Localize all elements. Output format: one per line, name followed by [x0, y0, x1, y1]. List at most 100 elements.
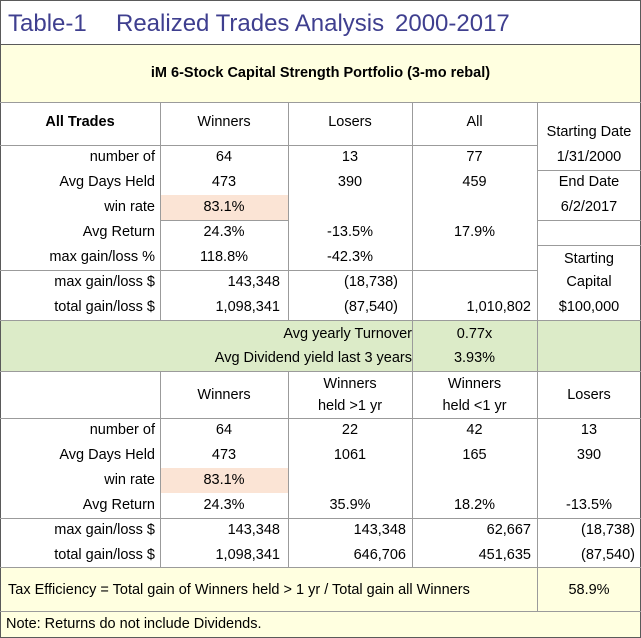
winners-value: 143,348: [227, 522, 280, 538]
winners-header: Winners: [197, 114, 251, 130]
grid-line: [160, 220, 288, 221]
all-value: [412, 245, 537, 269]
tax-efficiency-value: 58.9%: [568, 582, 610, 598]
grid-line: [288, 371, 289, 567]
win-rate-highlight-top: [160, 195, 288, 220]
end-date: 6/2/2017: [560, 199, 618, 215]
winners-value: 24.3%: [203, 497, 245, 513]
losers-value: (18,738): [580, 522, 635, 538]
winners-value: 64: [215, 149, 233, 165]
grid-line: [0, 611, 641, 612]
row-label: total gain/loss $: [54, 299, 155, 315]
gt1-value: [288, 468, 412, 492]
note-band: [0, 611, 641, 638]
grid-line: [288, 102, 289, 320]
grid-line: [0, 102, 641, 103]
winners-gt1-header: Winners: [323, 376, 377, 392]
starting-capital-label: Starting: [564, 251, 614, 267]
losers-value: (87,540): [343, 299, 398, 315]
row-label: max gain/loss %: [49, 249, 155, 265]
all-value: 77: [466, 149, 483, 165]
lt1-value: 18.2%: [453, 497, 496, 513]
portfolio-title-band: [0, 44, 641, 102]
losers-header: Losers: [328, 114, 372, 130]
row-label: Avg Return: [82, 224, 155, 240]
winners-value: 143,348: [227, 274, 280, 290]
gt1-value: 22: [341, 422, 359, 438]
row-label: max gain/loss $: [54, 274, 155, 290]
all-value: [412, 195, 537, 219]
title-bar: Table-1 Realized Trades Analysis 2000-20…: [0, 0, 641, 44]
tax-efficiency-text: Tax Efficiency = Total gain of Winners h…: [8, 582, 470, 598]
grid-line: [0, 0, 1, 638]
losers-value: (18,738): [343, 274, 398, 290]
row-label: number of: [89, 422, 155, 438]
winners-value: 118.8%: [199, 249, 249, 265]
winners-lt1-header-2: held <1 yr: [442, 398, 507, 414]
all-value: [412, 270, 531, 294]
winners-value: 83.1%: [203, 199, 245, 215]
grid-line: [0, 567, 641, 568]
lt1-value: 165: [462, 447, 487, 463]
losers-value: 390: [576, 447, 602, 463]
gt1-value: 646,706: [353, 547, 406, 563]
grid-line: [0, 270, 537, 271]
grid-line: [537, 371, 538, 567]
grid-line: [412, 371, 413, 567]
row-label: Avg Return: [82, 497, 155, 513]
end-date-label: End Date: [558, 174, 620, 190]
losers-value: [537, 468, 641, 492]
table-period: 2000-2017: [395, 10, 510, 37]
lt1-value: [412, 468, 537, 492]
winners-value: 83.1%: [203, 472, 245, 488]
dividend-yield-value: 3.93%: [453, 350, 496, 366]
gt1-value: 1061: [333, 447, 367, 463]
turnover-label: Avg yearly Turnover: [283, 326, 412, 342]
row-label: Avg Days Held: [59, 174, 155, 190]
grid-line: [537, 170, 641, 171]
losers-value: 390: [337, 174, 363, 190]
grid-line: [537, 102, 538, 371]
gt1-value: 35.9%: [329, 497, 371, 513]
winners-value: 1,098,341: [215, 299, 280, 315]
row-label: win rate: [104, 199, 155, 215]
all-value: 17.9%: [453, 224, 496, 240]
starting-date-label: Starting Date: [546, 124, 632, 140]
row-label: win rate: [104, 472, 155, 488]
row-label: number of: [89, 149, 155, 165]
losers-value: 13: [341, 149, 359, 165]
starting-capital-label-2: Capital: [566, 274, 612, 290]
losers-value: -42.3%: [327, 249, 373, 265]
grid-line: [0, 371, 641, 372]
winners-value: 24.3%: [203, 224, 245, 240]
all-value: 1,010,802: [466, 299, 531, 315]
grid-line: [0, 44, 641, 45]
starting-date: 1/31/2000: [556, 149, 622, 165]
lt1-value: 451,635: [478, 547, 531, 563]
winners-lt1-header: Winners: [447, 376, 502, 392]
note-text: Note: Returns do not include Dividends.: [6, 616, 262, 632]
losers-value: -13.5%: [566, 497, 612, 513]
all-value: 459: [462, 174, 487, 190]
all-header: All: [466, 114, 483, 130]
lt1-value: 62,667: [486, 522, 531, 538]
losers-value: -13.5%: [327, 224, 373, 240]
winners-gt1-header-2: held >1 yr: [317, 398, 383, 414]
dividend-yield-label: Avg Dividend yield last 3 years: [214, 350, 412, 366]
grid-line: [0, 320, 641, 321]
grid-line: [412, 102, 413, 320]
row-label: max gain/loss $: [54, 522, 155, 538]
losers-value: (87,540): [580, 547, 635, 563]
losers-value: 13: [580, 422, 598, 438]
grid-line: [537, 220, 641, 221]
win-rate-highlight-bottom: [160, 468, 288, 493]
grid-line: [160, 102, 161, 320]
losers-header: Losers: [567, 387, 611, 403]
grid-line: [412, 320, 413, 371]
grid-line: [0, 145, 537, 146]
green-band: [0, 321, 641, 371]
losers-value: [288, 195, 412, 219]
winners-value: 473: [211, 174, 237, 190]
portfolio-title: iM 6-Stock Capital Strength Portfolio (3…: [150, 65, 491, 81]
row-label: Avg Days Held: [59, 447, 155, 463]
